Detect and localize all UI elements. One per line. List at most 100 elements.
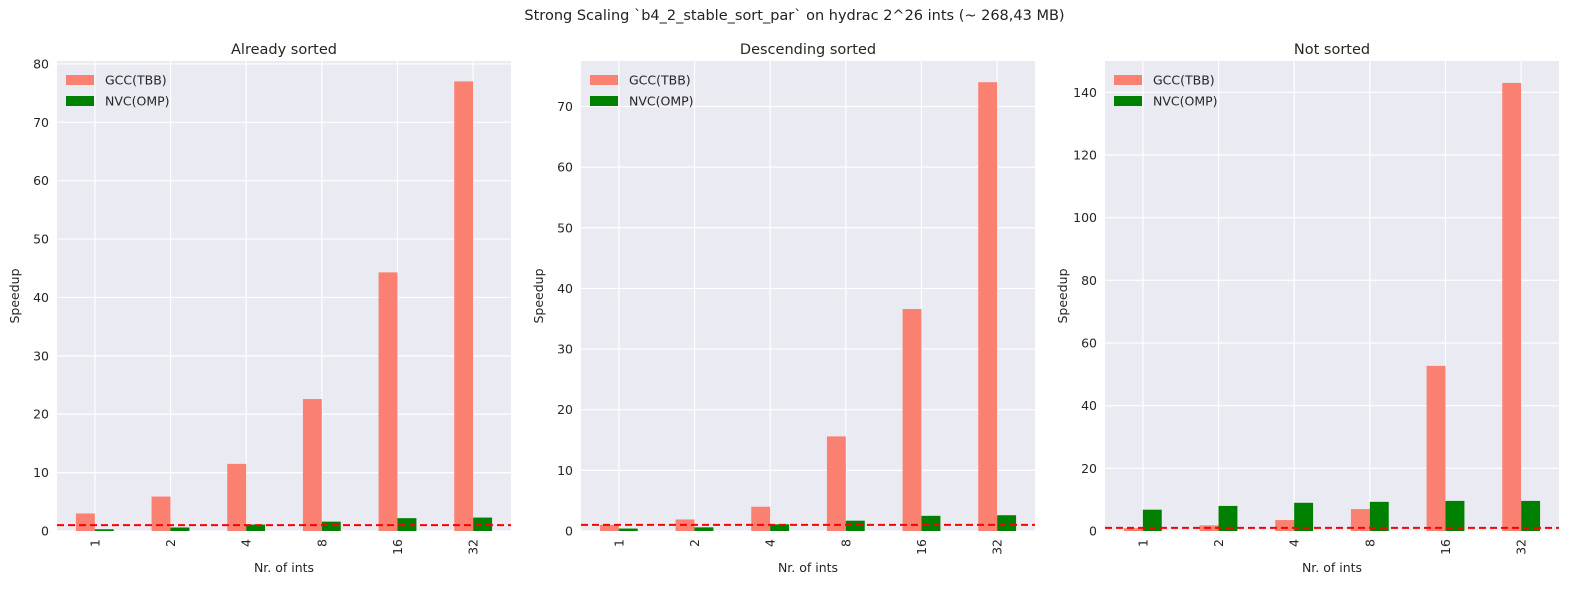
x-axis-label: Nr. of ints — [1302, 560, 1362, 575]
bar-gcc-2 — [151, 496, 171, 531]
legend-swatch-gcc — [590, 75, 618, 85]
y-tick-label: 60 — [1081, 336, 1097, 351]
y-tick-label: 50 — [33, 232, 49, 247]
x-tick-label: 2 — [1211, 539, 1226, 547]
legend: GCC(TBB) NVC(OMP) — [590, 73, 694, 109]
legend-swatch-nvc — [590, 96, 618, 106]
y-tick-label: 20 — [33, 407, 49, 422]
y-axis-label: Speedup — [7, 268, 22, 323]
y-tick-label: 100 — [1073, 210, 1097, 225]
x-tick-label: 4 — [239, 539, 254, 547]
bar-nvc-16 — [397, 518, 417, 531]
legend-label-nvc: NVC(OMP) — [105, 94, 170, 109]
bar-gcc-16 — [1426, 365, 1446, 531]
x-axis-label: Nr. of ints — [778, 560, 838, 575]
bar-gcc-8 — [826, 436, 846, 531]
y-axis-label: Speedup — [531, 268, 546, 323]
x-tick-label: 32 — [990, 539, 1005, 555]
legend-label-gcc: GCC(TBB) — [1153, 73, 1215, 88]
bar-nvc-8 — [1369, 501, 1389, 531]
x-tick-label: 32 — [466, 539, 481, 555]
plot-area — [1105, 61, 1559, 531]
chart-panel-2: 0 10 20 30 40 50 60 70 1 2 4 8 16 32 Descending sorted… — [531, 42, 1035, 575]
x-axis-label: Nr. of ints — [254, 560, 314, 575]
bar-gcc-8 — [302, 399, 322, 531]
x-tick-label: 4 — [1287, 539, 1302, 547]
bar-nvc-4 — [770, 524, 790, 531]
x-tick-label: 8 — [314, 539, 329, 547]
legend-label-nvc: NVC(OMP) — [1153, 94, 1218, 109]
y-tick-label: 0 — [1089, 524, 1097, 539]
y-tick-label: 20 — [557, 402, 573, 417]
bar-gcc-32 — [454, 81, 474, 531]
bar-nvc-1 — [618, 528, 638, 531]
y-tick-label: 60 — [33, 173, 49, 188]
bar-gcc-32 — [978, 82, 998, 532]
y-tick-label: 80 — [1081, 273, 1097, 288]
x-tick-label: 8 — [1362, 539, 1377, 547]
y-tick-label: 140 — [1073, 85, 1097, 100]
bar-nvc-1 — [94, 529, 114, 531]
bar-nvc-2 — [170, 527, 190, 531]
y-tick-label: 30 — [33, 348, 49, 363]
y-axis-label: Speedup — [1055, 268, 1070, 323]
y-tick-label: 0 — [41, 524, 49, 539]
x-tick-label: 4 — [763, 539, 778, 547]
legend-label-gcc: GCC(TBB) — [105, 73, 167, 88]
x-tick-label: 16 — [914, 539, 929, 555]
bar-gcc-32 — [1502, 82, 1522, 531]
x-tick-label: 2 — [163, 539, 178, 547]
legend-label-nvc: NVC(OMP) — [629, 94, 694, 109]
y-tick-label: 120 — [1073, 148, 1097, 163]
bar-gcc-1 — [1123, 528, 1143, 531]
y-tick-label: 10 — [557, 463, 573, 478]
bar-gcc-4 — [227, 463, 247, 531]
y-tick-label: 20 — [1081, 461, 1097, 476]
bar-gcc-4 — [751, 506, 771, 531]
y-tick-label: 60 — [557, 160, 573, 175]
x-tick-label: 1 — [1135, 539, 1150, 547]
bar-gcc-16 — [378, 272, 398, 531]
bar-nvc-4 — [1294, 502, 1314, 531]
figure-title: Strong Scaling `b4_2_stable_sort_par` on… — [524, 8, 1065, 24]
bar-nvc-32 — [1521, 500, 1541, 531]
y-tick-label: 70 — [33, 115, 49, 130]
panel-title: Already sorted — [231, 42, 337, 58]
bar-nvc-32 — [997, 515, 1017, 531]
x-tick-label: 1 — [611, 539, 626, 547]
plot-area — [581, 61, 1035, 531]
chart-panel-1: 0 10 20 30 40 50 60 70 80 1 2 4 8 16 32 Already sorted N… — [7, 42, 511, 575]
y-tick-label: 80 — [33, 56, 49, 71]
bar-nvc-8 — [321, 521, 341, 531]
x-tick-label: 16 — [1438, 539, 1453, 555]
legend: GCC(TBB) NVC(OMP) — [1114, 73, 1218, 109]
bar-gcc-4 — [1275, 520, 1295, 531]
legend-swatch-nvc — [1114, 96, 1142, 106]
y-tick-label: 50 — [557, 220, 573, 235]
legend-swatch-gcc — [66, 75, 94, 85]
bar-nvc-32 — [473, 517, 493, 531]
bar-gcc-16 — [902, 309, 922, 531]
y-tick-label: 0 — [565, 524, 573, 539]
bar-gcc-1 — [75, 513, 95, 531]
legend-label-gcc: GCC(TBB) — [629, 73, 691, 88]
bar-nvc-4 — [246, 524, 266, 531]
bar-nvc-8 — [845, 520, 865, 531]
x-tick-label: 1 — [87, 539, 102, 547]
x-tick-label: 16 — [390, 539, 405, 555]
bar-gcc-1 — [599, 524, 619, 531]
chart-panel-3: 0 20 40 60 80 100 120 140 1 2 4 8 16 32 Not sorted Nr. … — [1055, 42, 1559, 575]
y-tick-label: 40 — [557, 281, 573, 296]
legend-swatch-nvc — [66, 96, 94, 106]
bar-gcc-8 — [1350, 509, 1370, 531]
x-tick-label: 8 — [838, 539, 853, 547]
y-tick-label: 40 — [1081, 398, 1097, 413]
panel-title: Descending sorted — [740, 42, 876, 58]
bar-nvc-16 — [921, 515, 941, 531]
legend-swatch-gcc — [1114, 75, 1142, 85]
x-tick-label: 32 — [1514, 539, 1529, 555]
bar-nvc-2 — [1218, 505, 1238, 531]
y-tick-label: 70 — [557, 99, 573, 114]
plot-area — [57, 61, 511, 531]
